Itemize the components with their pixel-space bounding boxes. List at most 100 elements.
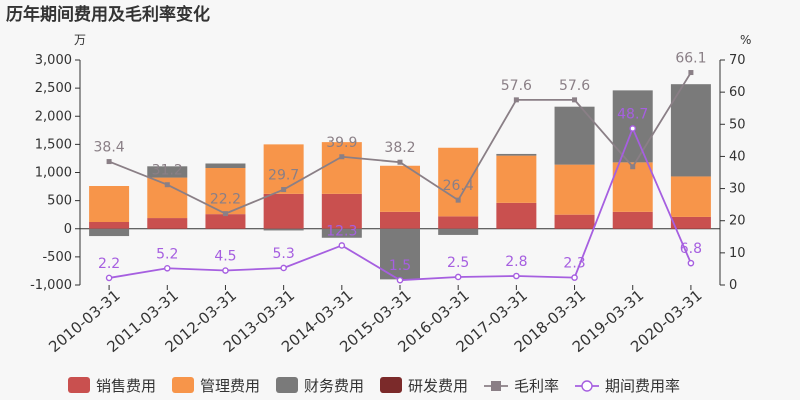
expense-rate-label: 2.8 xyxy=(505,254,527,270)
bar-segment xyxy=(496,202,537,229)
bar-segment xyxy=(612,162,653,212)
expense-rate-point xyxy=(396,276,404,284)
legend-marker xyxy=(581,380,593,392)
left-tick-label: 1,000 xyxy=(35,166,72,181)
expense-rate-point xyxy=(222,267,229,274)
right-tick-label: 10 xyxy=(729,246,746,261)
expense-rate-label: 1.5 xyxy=(389,258,411,274)
bar-segment xyxy=(670,84,711,177)
bar-segment xyxy=(380,165,420,212)
bar-segment xyxy=(554,164,595,215)
legend-swatch xyxy=(172,377,194,393)
gross-margin-label: 38.4 xyxy=(94,140,125,156)
gross-margin-label: 66.1 xyxy=(675,51,706,67)
gross-margin-point xyxy=(688,70,694,76)
right-tick-label: 60 xyxy=(729,85,746,100)
bar-segment xyxy=(554,214,595,229)
expense-rate-label: 12.3 xyxy=(326,223,357,239)
expense-rate-label: 6.8 xyxy=(680,241,702,257)
expense-rate-label: 5.2 xyxy=(156,246,178,262)
expense-rate-point xyxy=(454,273,462,281)
gross-margin-point xyxy=(630,164,636,170)
gross-margin-label: 22.2 xyxy=(210,192,241,208)
legend-label: 销售费用 xyxy=(96,377,156,395)
expense-rate-label: 2.2 xyxy=(98,256,120,272)
gross-margin-point xyxy=(572,97,578,103)
expense-rate-label: 2.5 xyxy=(447,255,469,271)
gross-margin-point xyxy=(397,159,403,165)
left-tick-label: 2,500 xyxy=(35,81,72,96)
bar-segment xyxy=(147,166,188,178)
gross-margin-label: 38.2 xyxy=(384,140,415,156)
right-axis-unit: % xyxy=(740,33,751,47)
legend-label: 期间费用率 xyxy=(605,377,680,395)
legend-swatch xyxy=(380,377,402,393)
expense-rate-point xyxy=(629,125,637,132)
bar-segment xyxy=(263,144,304,194)
expense-rate-point xyxy=(571,274,578,281)
bar-segment xyxy=(496,155,537,203)
bar-segment xyxy=(263,228,304,231)
gross-margin-label: 39.9 xyxy=(326,135,357,151)
bar-segment xyxy=(380,211,420,229)
legend-marker xyxy=(491,381,501,391)
bar-segment xyxy=(205,214,246,229)
legend-label: 管理费用 xyxy=(200,377,260,395)
expense-rate-point xyxy=(687,259,695,267)
bar-segment xyxy=(438,147,479,217)
right-tick-label: 0 xyxy=(729,278,737,293)
bar-segment xyxy=(89,228,130,237)
bar-segment xyxy=(670,176,711,217)
legend-swatch xyxy=(276,377,298,393)
bar-segment xyxy=(380,228,420,280)
left-tick-label: 2,000 xyxy=(35,109,72,124)
left-tick-label: 0 xyxy=(64,222,72,237)
bar-segment xyxy=(670,216,711,229)
expense-rate-point xyxy=(513,272,520,280)
gross-margin-point xyxy=(281,187,287,193)
bar-segment xyxy=(263,193,304,229)
gross-margin-label: 57.6 xyxy=(501,78,532,94)
expense-rate-label: 48.7 xyxy=(617,106,648,122)
bar-segment xyxy=(321,228,362,238)
left-tick-label: -500 xyxy=(42,250,72,265)
gross-margin-point xyxy=(455,197,461,203)
left-tick-label: 500 xyxy=(47,194,72,209)
left-tick-label: 1,500 xyxy=(35,137,72,152)
bar-segment xyxy=(496,153,537,156)
expense-rate-label: 5.3 xyxy=(273,246,295,262)
gross-margin-label: 31.2 xyxy=(152,163,183,179)
gross-margin-label: 29.7 xyxy=(268,168,299,184)
expense-rate-point xyxy=(105,274,113,282)
bar-segment xyxy=(438,216,479,229)
gross-margin-point xyxy=(106,159,112,165)
legend-label: 毛利率 xyxy=(514,377,559,395)
legend-label: 财务费用 xyxy=(304,377,364,395)
right-tick-label: 70 xyxy=(729,53,746,68)
bar-segment xyxy=(89,222,130,229)
bar-segment xyxy=(321,142,362,194)
legend-swatch xyxy=(68,377,90,393)
bar-segment xyxy=(89,186,130,222)
expense-rate-point xyxy=(280,264,287,272)
left-tick-label: -1,000 xyxy=(30,278,72,293)
left-tick-label: 3,000 xyxy=(35,53,72,68)
bar-segment xyxy=(612,211,653,229)
gross-margin-point xyxy=(513,97,519,103)
right-tick-label: 50 xyxy=(729,117,746,132)
data-labels: 38.4 31.2 22.2 29.7 39.9 38.2 26.4 57.6 57.6 66.1… xyxy=(94,51,707,275)
chart-title: 历年期间费用及毛利率变化 xyxy=(6,4,210,25)
gross-margin-point xyxy=(222,211,228,217)
expense-rate-label: 4.5 xyxy=(214,249,236,265)
expense-rate-label: 2.3 xyxy=(563,256,585,272)
bar-segment xyxy=(205,163,246,168)
gross-margin-point xyxy=(339,154,345,160)
bar-segment xyxy=(321,193,362,229)
lines xyxy=(105,70,695,284)
left-axis-unit: 万 xyxy=(74,33,86,47)
bar-segment xyxy=(147,218,188,229)
gross-margin-point xyxy=(164,182,170,188)
right-tick-label: 30 xyxy=(729,182,746,197)
bars xyxy=(89,84,711,280)
